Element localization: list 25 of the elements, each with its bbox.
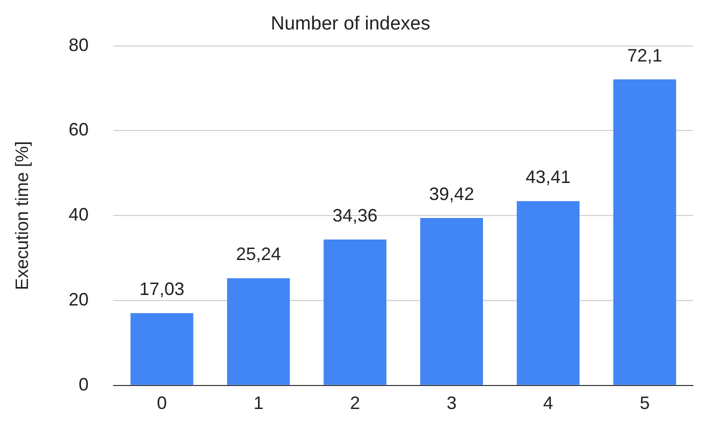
x-tick-label: 0 — [156, 393, 167, 414]
x-tick-label: 5 — [640, 393, 650, 414]
data-label: 72,1 — [627, 45, 662, 66]
bar — [613, 79, 676, 385]
data-label: 34,36 — [332, 206, 378, 226]
y-axis-title: Execution time [%] — [12, 141, 32, 290]
x-tick-label: 1 — [253, 393, 264, 414]
y-tick-label: 60 — [68, 120, 89, 140]
bar — [227, 278, 290, 385]
y-tick-label: 40 — [68, 204, 89, 225]
data-label: 17,03 — [139, 279, 184, 300]
x-tick-label: 4 — [543, 393, 554, 414]
data-label: 39,42 — [429, 184, 474, 204]
bar — [130, 313, 194, 385]
bar — [420, 218, 483, 385]
y-tick-label: 20 — [68, 289, 89, 310]
x-tick-label: 2 — [350, 393, 360, 414]
chart-title: Number of indexes — [270, 14, 430, 35]
data-label: 43,41 — [526, 167, 571, 188]
x-tick-label: 3 — [446, 393, 457, 414]
y-tick-label: 0 — [78, 374, 89, 394]
bar — [324, 240, 386, 385]
bar — [516, 201, 580, 385]
y-tick-label: 80 — [68, 34, 89, 55]
data-label: 25,24 — [236, 244, 281, 264]
